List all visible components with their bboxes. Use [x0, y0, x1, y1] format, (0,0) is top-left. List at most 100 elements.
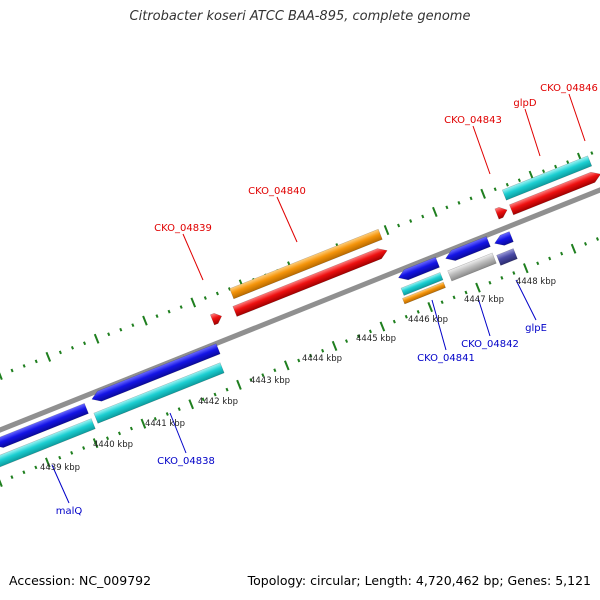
tick-mark [106, 436, 110, 441]
cds-glpd-red [509, 171, 600, 216]
gene-label-cko-04840[interactable]: CKO_04840 [248, 186, 306, 197]
cds-cko-04841-orange [402, 281, 446, 305]
tick-mark [505, 182, 509, 187]
tick-mark [203, 296, 207, 300]
cds-cko-04843 [494, 207, 508, 220]
gene-label-glpd[interactable]: glpD [513, 98, 536, 109]
tick-mark [119, 327, 123, 332]
tick-mark [493, 187, 497, 192]
cds-glpd [501, 155, 593, 201]
tick-mark [297, 358, 301, 363]
tick-mark [140, 418, 147, 429]
tick-mark [409, 219, 413, 223]
gene-label-cko-04841[interactable]: CKO_04841 [417, 353, 475, 364]
gene-label-glpe[interactable]: glpE [525, 323, 547, 334]
tick-mark [475, 282, 481, 293]
gene-label-cko-04846[interactable]: CKO_04846 [540, 83, 598, 94]
leader-line [524, 108, 541, 157]
genome-summary-text: Topology: circular; Length: 4,720,462 bp… [247, 573, 591, 588]
leader-line [477, 297, 491, 337]
tick-mark [480, 188, 486, 199]
tick-mark [83, 341, 87, 346]
cds-cko-04839 [209, 312, 222, 326]
tick-mark [548, 256, 552, 261]
leader-line [431, 299, 447, 351]
tick-mark [190, 297, 197, 308]
tick-mark [464, 290, 468, 295]
cds-blue-small [494, 231, 514, 246]
tick-mark [142, 315, 148, 326]
accession-text: Accession: NC_009792 [9, 573, 152, 588]
tick-mark [155, 314, 159, 318]
tick-mark [165, 412, 169, 416]
reverse-tick-track [0, 237, 600, 488]
tick-mark [249, 378, 253, 382]
tick-mark [22, 364, 26, 368]
leader-line [472, 125, 491, 175]
tick-mark [261, 373, 265, 377]
gene-label-cko-04843[interactable]: CKO_04843 [444, 115, 502, 126]
leader-line [515, 279, 537, 321]
tick-mark [440, 300, 444, 305]
cds-cko-04841-cyan [400, 272, 444, 296]
tick-mark [392, 319, 396, 324]
tick-mark [22, 470, 26, 475]
gene-label-cko-04838[interactable]: CKO_04838 [157, 456, 215, 467]
gene-label-cko-04839[interactable]: CKO_04839 [154, 223, 212, 234]
tick-mark [10, 368, 14, 373]
gene-label-cko-04842[interactable]: CKO_04842 [461, 339, 519, 350]
leader-line [51, 464, 70, 504]
gene-label-malq[interactable]: malQ [56, 506, 83, 517]
tick-mark [201, 397, 205, 402]
tick-mark [177, 407, 181, 411]
scale-label: 4448 kbp [516, 277, 556, 287]
tick-mark [215, 291, 219, 296]
scale-label: 4444 kbp [302, 354, 342, 364]
tick-mark [445, 205, 449, 210]
tick-mark [416, 310, 420, 314]
cds-cko-04842-gray [447, 252, 497, 282]
tick-mark [542, 169, 546, 174]
tick-mark [452, 295, 456, 300]
leader-line [182, 233, 204, 281]
tick-mark [517, 178, 521, 183]
scale-label: 4442 kbp [198, 397, 238, 407]
tick-mark [404, 314, 408, 319]
tick-mark [0, 372, 3, 381]
tick-mark [153, 416, 157, 421]
tick-mark [0, 479, 3, 488]
tick-mark [10, 475, 14, 479]
cds-malq-a [0, 402, 89, 448]
tick-mark [284, 360, 290, 371]
tick-mark [227, 287, 232, 291]
tick-mark [45, 457, 51, 468]
tick-mark [397, 223, 401, 228]
tick-mark [321, 348, 325, 353]
tick-mark [273, 368, 277, 373]
tick-mark [566, 160, 570, 164]
scale-label: 4441 kbp [145, 419, 185, 429]
scale-label: 4447 kbp [464, 295, 504, 305]
tick-mark [213, 392, 217, 397]
tick-mark [536, 261, 540, 266]
tick-mark [554, 164, 558, 169]
tick-mark [356, 334, 361, 339]
tick-mark [488, 280, 492, 285]
tick-mark [570, 243, 577, 254]
tick-mark [345, 339, 349, 343]
leader-line [169, 412, 187, 454]
scale-label: 4445 kbp [356, 334, 396, 344]
tick-mark [131, 323, 135, 328]
cds-cko-04838-a [0, 418, 96, 468]
tick-mark [179, 305, 183, 309]
tick-mark [309, 353, 313, 358]
tick-mark [560, 251, 564, 256]
cds-malq-b [91, 343, 221, 402]
tick-mark [70, 450, 74, 455]
scale-label: 4439 kbp [40, 463, 80, 473]
tick-mark [368, 329, 372, 334]
tick-mark [331, 340, 338, 351]
tick-mark [500, 276, 504, 280]
tick-mark [236, 379, 242, 390]
